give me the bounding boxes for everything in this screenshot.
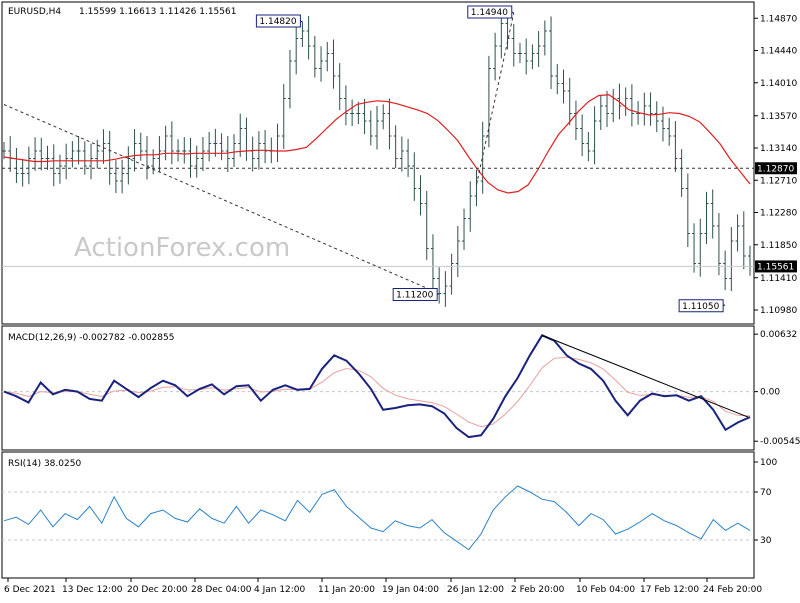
- price-annotation-leader: [722, 304, 726, 307]
- x-axis: 6 Dec 2021 13 Dec 12:00 20 Dec 20:00 28 Dec…: [4, 578, 762, 595]
- instrument-label: EURUSD,H4: [8, 7, 61, 17]
- price-y-tick-label: 1.14010: [760, 79, 797, 89]
- price-axis: 1.14870 1.14440 1.14010 1.13570 1.13140 1.127…: [754, 14, 797, 316]
- x-tick-label: 26 Jan 12:00: [447, 585, 504, 595]
- x-tick-label: 2 Feb 20:00: [511, 585, 565, 595]
- price-y-tick-label: 1.14870: [760, 14, 797, 24]
- x-tick-label: 10 Feb 04:00: [576, 585, 635, 595]
- macd-trendline: [541, 334, 749, 418]
- price-panel-frame: [1, 1, 755, 325]
- macd-label: MACD(12,26,9) -0.002782 -0.002855: [8, 333, 174, 343]
- price-annotation-leader: [300, 20, 303, 23]
- macd-line: [3, 334, 751, 439]
- macd-layer: 0.00632 0.00 -0.005455: [2, 330, 800, 447]
- price-y-tick-label: 1.13570: [760, 112, 797, 122]
- x-tick-label: 20 Dec 20:00: [127, 585, 188, 595]
- x-tick-label: 17 Feb 12:00: [640, 585, 699, 595]
- rsi-y-tick-label: 70: [760, 488, 772, 498]
- trendline-down: [3, 104, 440, 294]
- x-tick-label: 11 Jan 20:00: [318, 585, 375, 595]
- x-tick-label: 28 Dec 04:00: [191, 585, 252, 595]
- rsi-y-tick-label: 100: [760, 458, 777, 468]
- macd-panel-frame: [1, 325, 755, 451]
- rsi-panel-frame: [1, 451, 755, 579]
- price-y-tick-label: 1.11410: [760, 274, 797, 284]
- price-y-tick-label: 1.14440: [760, 47, 797, 57]
- rsi-label: RSI(14) 38.0250: [8, 459, 81, 469]
- annotations: 1.14820 1.14940 1.11200 1.11050: [255, 5, 726, 313]
- macd-y-tick-label: -0.005455: [760, 437, 800, 447]
- price-y-tick-label: 1.10980: [760, 306, 797, 316]
- resistance-level-badge: [755, 162, 797, 175]
- current-price-label: 1.15561: [757, 262, 794, 272]
- moving-average-line: [3, 94, 751, 194]
- rsi-line: [3, 485, 751, 551]
- price-y-tick-label: 1.13140: [760, 144, 797, 154]
- price-annotation-leader: [511, 11, 514, 14]
- macd-y-tick-label: 0.00632: [760, 330, 797, 340]
- price-annotation-label: 1.11200: [396, 291, 433, 301]
- x-tick-label: 24 Feb 20:00: [703, 585, 762, 595]
- rsi-y-tick-label: 30: [760, 536, 772, 546]
- price-annotation-label: 1.11050: [682, 302, 719, 312]
- trendline-up: [475, 12, 515, 185]
- x-tick-label: 13 Dec 12:00: [62, 585, 123, 595]
- x-tick-label: 6 Dec 2021: [4, 585, 56, 595]
- x-tick-label: 19 Jan 04:00: [382, 585, 439, 595]
- price-annotation-leader: [436, 293, 440, 295]
- current-price-badge: [755, 260, 797, 273]
- price-y-tick-label: 1.11850: [760, 241, 797, 251]
- price-y-tick-label: 1.12710: [760, 176, 797, 186]
- price-y-tick-label: 1.12280: [760, 209, 797, 219]
- rsi-layer: 100 70 30: [2, 458, 777, 551]
- price-bars: [2, 9, 752, 307]
- price-lines: 1.12870 1.15561: [2, 12, 797, 294]
- resistance-level-label: 1.12870: [757, 164, 794, 174]
- x-tick-label: 4 Jan 12:00: [254, 585, 306, 595]
- price-annotation-label: 1.14820: [259, 17, 296, 27]
- watermark: ActionForex.com: [74, 233, 290, 263]
- ohlc-label: 1.15599 1.16613 1.11426 1.15561: [79, 7, 236, 17]
- macd-y-tick-label: 0.00: [760, 388, 780, 398]
- price-annotation-label: 1.14940: [471, 8, 508, 18]
